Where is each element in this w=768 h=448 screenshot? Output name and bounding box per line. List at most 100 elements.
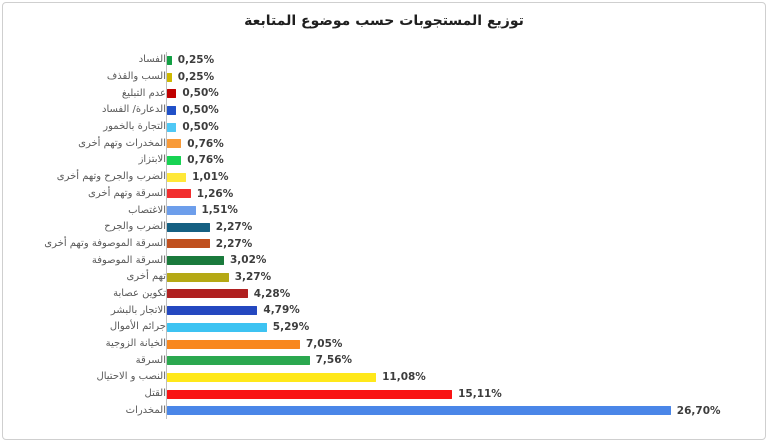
value-label: 2,27% — [215, 237, 253, 250]
bar-row: تكوين عصابة 4,28% — [12, 285, 754, 303]
category-label: تكوين عصابة — [113, 287, 166, 299]
plot-row: 3,27% — [166, 268, 754, 286]
bar — [167, 206, 196, 216]
chart-frame — [2, 2, 766, 440]
plot-row: 15,11% — [166, 385, 754, 403]
value-label: 1,01% — [192, 170, 229, 183]
category-label: الخيانة الزوجية — [105, 338, 166, 350]
category-label: عدم التبليغ — [121, 87, 166, 99]
category-label: المخدرات وتهم أخرى — [78, 137, 166, 149]
bar-row: عدم التبليغ 0,50% — [12, 85, 754, 103]
bar — [167, 322, 267, 332]
category-label: الفساد — [138, 54, 166, 66]
bar — [167, 356, 310, 366]
bar-row: السرقة 7,56% — [12, 352, 754, 370]
bar — [167, 55, 172, 65]
value-label: 5,29% — [272, 321, 310, 334]
value-label: 3,02% — [230, 254, 267, 267]
plot-row: 0,25% — [166, 52, 754, 69]
plot-row: 4,79% — [166, 302, 754, 319]
category-label: النصب و الاحتيال — [96, 371, 166, 383]
bar — [167, 289, 248, 299]
plot-row: 1,01% — [166, 168, 754, 186]
plot-row: 11,08% — [166, 369, 754, 386]
value-label: 2,27% — [215, 220, 253, 233]
plot-row: 0,50% — [166, 85, 754, 103]
bar — [167, 372, 377, 382]
bar-row: السرقة وتهم أخرى 1,26% — [12, 185, 754, 203]
value-label: 0,50% — [182, 87, 219, 100]
plot-row: 1,26% — [166, 185, 754, 203]
bar — [167, 155, 182, 165]
category-label: الاغتصاب — [128, 204, 166, 216]
bar-row: النصب و الاحتيال 11,08% — [12, 369, 754, 386]
category-label: السرقة وتهم أخرى — [88, 187, 166, 199]
bar — [167, 222, 210, 232]
bar-row: المخدرات 26,70% — [12, 402, 754, 420]
bar-row: جرائم الأموال 5,29% — [12, 319, 754, 336]
value-label: 0,25% — [177, 70, 215, 83]
bar-row: الاغتصاب 1,51% — [12, 202, 754, 219]
plot-row: 5,29% — [166, 319, 754, 336]
bar — [167, 306, 258, 316]
plot-row: 0,76% — [166, 135, 754, 153]
bar-row: تهم أخرى 3,27% — [12, 268, 754, 286]
value-label: 4,28% — [253, 287, 291, 300]
category-label: تهم أخرى — [126, 271, 166, 283]
bar-row: التجارة بالخمور 0,50% — [12, 118, 754, 136]
plot-row: 2,27% — [166, 218, 754, 236]
plot-row: 0,50% — [166, 102, 754, 119]
bar-row: الخيانة الزوجية 7,05% — [12, 335, 754, 353]
value-label: 7,56% — [315, 354, 353, 367]
value-label: 0,50% — [182, 120, 219, 133]
plot-row: 0,76% — [166, 152, 754, 169]
value-label: 4,79% — [263, 304, 300, 317]
bar-row: السرقة الموصوفة 3,02% — [12, 252, 754, 269]
bar-row: الاتجار بالبشر 4,79% — [12, 302, 754, 319]
plot-row: 0,25% — [166, 68, 754, 86]
bar — [167, 239, 210, 249]
category-label: السرقة — [135, 354, 166, 366]
bar — [167, 389, 453, 399]
plot-row: 3,02% — [166, 252, 754, 269]
bar — [167, 172, 187, 182]
plot-row: 0,50% — [166, 118, 754, 136]
bar-row: السب والقذف 0,25% — [12, 68, 754, 86]
bar-row: الفساد 0,25% — [12, 52, 754, 69]
plot-row: 1,51% — [166, 202, 754, 219]
bar — [167, 272, 229, 282]
plot-row: 7,56% — [166, 352, 754, 370]
value-label: 0,50% — [182, 104, 219, 117]
bar-row: القتل 15,11% — [12, 385, 754, 403]
bar — [167, 139, 182, 149]
category-label: القتل — [144, 388, 166, 400]
bar-row: السرقة الموصوفة وتهم أخرى 2,27% — [12, 235, 754, 253]
value-label: 0,76% — [187, 154, 224, 167]
category-label: السب والقذف — [106, 71, 166, 83]
bar — [167, 189, 191, 199]
category-label: جرائم الأموال — [109, 321, 166, 333]
bar-row: المخدرات وتهم أخرى 0,76% — [12, 135, 754, 153]
plot-row: 4,28% — [166, 285, 754, 303]
value-label: 11,08% — [382, 371, 426, 384]
value-label: 3,27% — [234, 271, 272, 284]
bar-row: الابتزاز 0,76% — [12, 152, 754, 169]
value-label: 0,76% — [187, 137, 224, 150]
category-label: الدعارة/ الفساد — [101, 104, 166, 116]
bar — [167, 89, 177, 99]
category-label: الابتزاز — [138, 154, 166, 166]
bars-container: الفساد 0,25% السب والقذف 0,25% عدم التبليغ 0,… — [12, 52, 754, 420]
value-label: 1,51% — [201, 204, 238, 217]
bar-row: الضرب والجرح وتهم أخرى 1,01% — [12, 168, 754, 186]
bar-row: الضرب والجرح 2,27% — [12, 218, 754, 236]
bar — [167, 256, 224, 266]
plot-row: 26,70% — [166, 402, 754, 420]
chart-title: توزيع المستجوبات حسب موضوع المتابعة — [244, 13, 524, 29]
category-label: السرقة الموصوفة وتهم أخرى — [44, 237, 166, 249]
plot-row: 7,05% — [166, 335, 754, 353]
category-label: المخدرات — [125, 404, 166, 416]
plot-row: 2,27% — [166, 235, 754, 253]
category-label: الضرب والجرح — [104, 221, 166, 233]
value-label: 0,25% — [177, 54, 215, 67]
bar — [167, 339, 300, 349]
